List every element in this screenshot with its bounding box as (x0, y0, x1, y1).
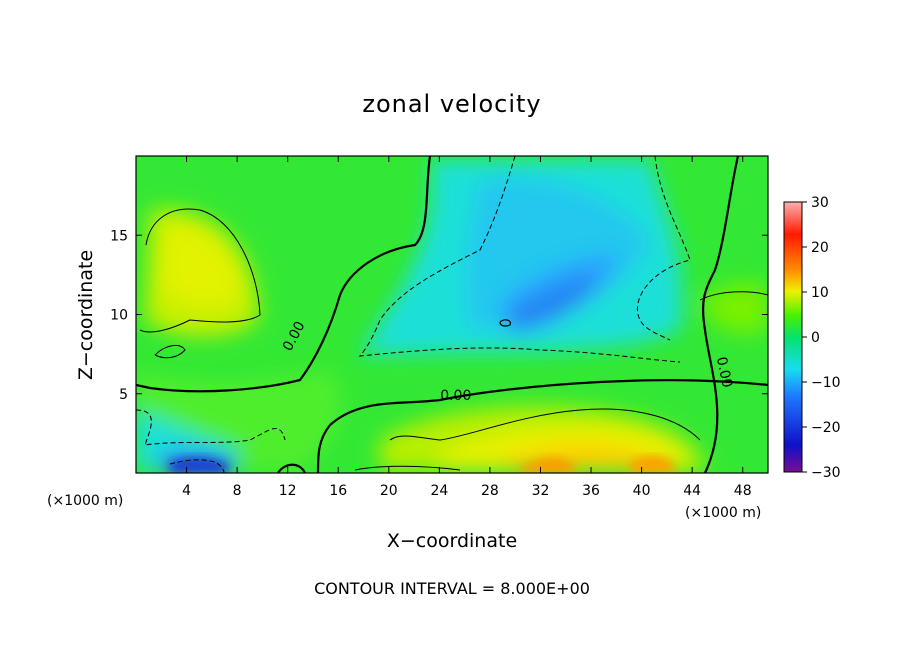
x-tick-label: 12 (279, 483, 297, 499)
x-tick-label: 28 (481, 483, 499, 499)
colorbar-tick-label: 0 (811, 330, 820, 346)
x-tick-label: 16 (329, 483, 347, 499)
x-tick-label: 32 (532, 483, 550, 499)
colorbar (783, 201, 803, 473)
velocity-field (136, 156, 768, 473)
colorbar-tick-label: −30 (811, 465, 841, 481)
x-axis-ticks: 4 8 12 16 20 24 28 32 36 40 44 48 (182, 156, 752, 499)
x-tick-label: 24 (430, 483, 448, 499)
colorbar-tick-label: −10 (811, 375, 841, 391)
colorbar-tick-label: 30 (811, 195, 829, 211)
colorbar-tick-label: 20 (811, 240, 829, 256)
colorbar-tick-label: 10 (811, 285, 829, 301)
colorbar-ticks: 30 20 10 0 −10 −20 −30 (802, 195, 841, 481)
y-tick-label: 15 (110, 228, 128, 244)
x-axis-label: X−coordinate (387, 530, 517, 552)
y-axis-ticks: 5 10 15 (110, 228, 768, 403)
chart-title: zonal velocity (362, 90, 541, 118)
x-tick-label: 40 (633, 483, 651, 499)
x-units-right: (×1000 m) (685, 505, 761, 521)
x-units-left: (×1000 m) (47, 493, 123, 509)
contour-label: 0.00 (713, 355, 735, 389)
x-tick-label: 36 (582, 483, 600, 499)
contour-interval-note: CONTOUR INTERVAL = 8.000E+00 (314, 579, 590, 598)
y-axis-label: Z−coordinate (75, 250, 97, 380)
contour-lines (136, 156, 768, 473)
x-tick-label: 20 (380, 483, 398, 499)
contour-label: 0.00 (440, 388, 471, 404)
x-tick-label: 44 (683, 483, 701, 499)
colorbar-tick-label: −20 (811, 420, 841, 436)
y-tick-label: 5 (119, 387, 128, 403)
x-tick-label: 48 (734, 483, 752, 499)
x-tick-label: 4 (182, 483, 191, 499)
y-tick-label: 10 (110, 308, 128, 324)
x-tick-label: 8 (233, 483, 242, 499)
